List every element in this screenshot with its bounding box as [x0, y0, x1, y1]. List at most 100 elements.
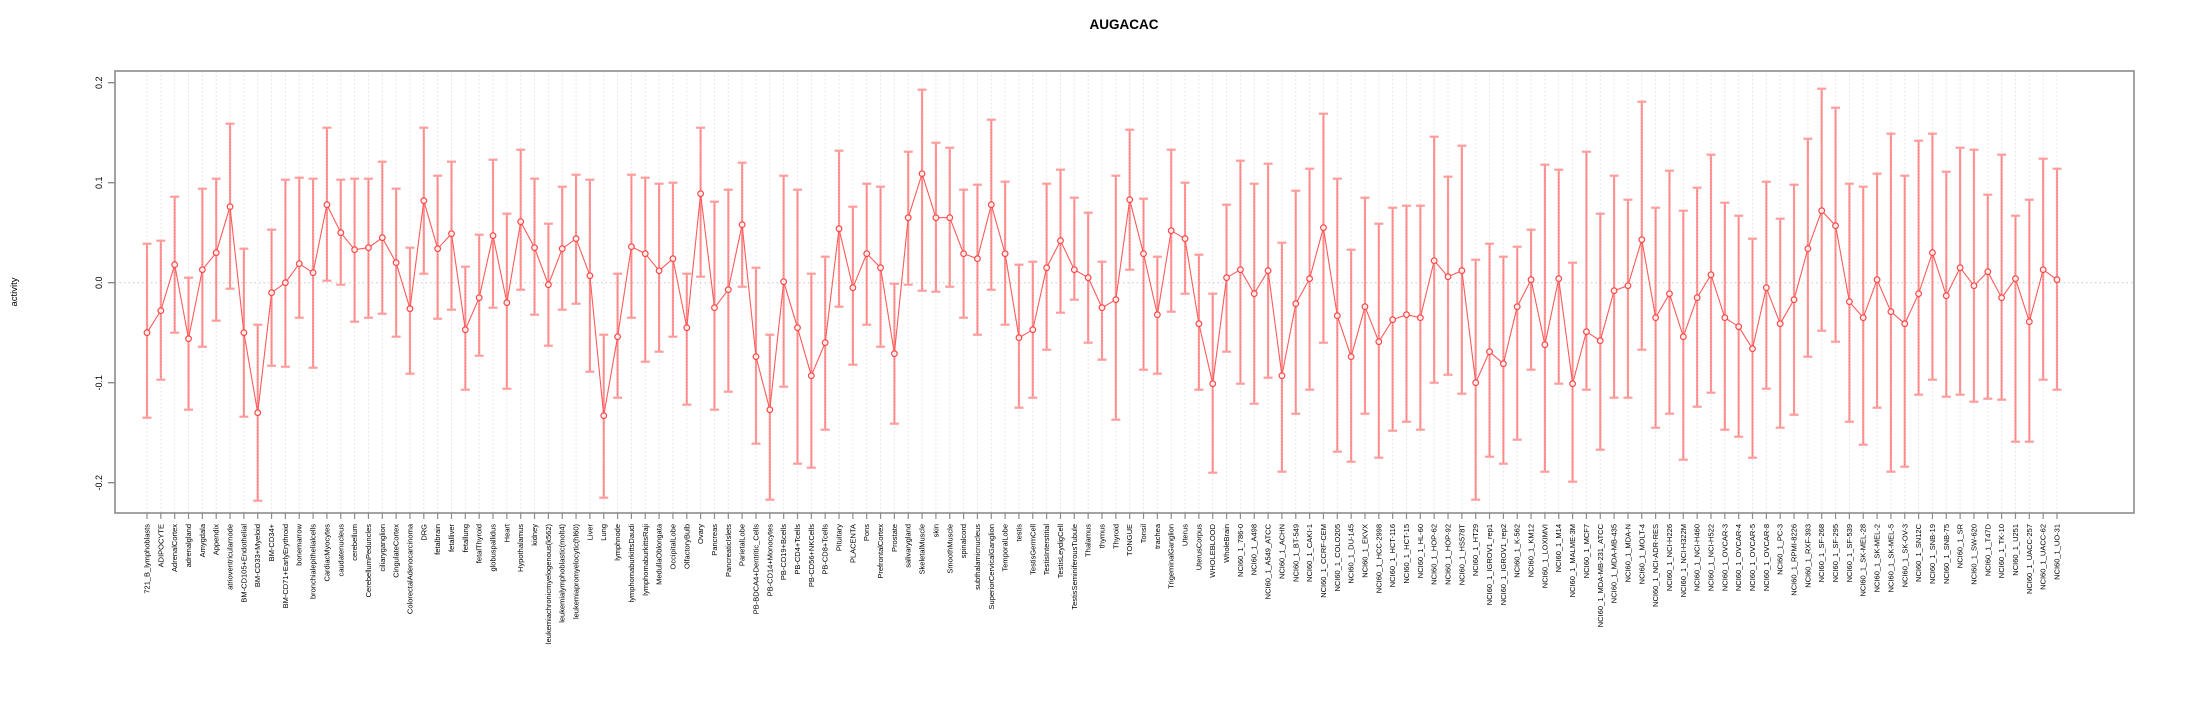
data-point	[1762, 284, 1770, 292]
error-bar-layer	[142, 87, 2062, 502]
x-tick-label: NCI60_1_RPMI-8226	[1790, 524, 1799, 596]
x-tick-label: PancreaticIslets	[724, 524, 733, 577]
data-point	[904, 214, 912, 222]
data-point	[392, 259, 400, 267]
x-tick-label: PLACENTA	[848, 524, 857, 563]
data-point	[1070, 266, 1078, 274]
x-tick-label: NCI60_1_MDA-N	[1623, 524, 1632, 582]
data-point	[378, 234, 386, 242]
data-point	[503, 299, 511, 307]
data-point	[1541, 341, 1549, 349]
y-tick-label: 0.2	[94, 76, 104, 89]
x-tick-label: TestisLeydigCell	[1056, 524, 1065, 579]
x-tick-label: Pons	[862, 524, 871, 541]
data-point	[323, 201, 331, 209]
x-tick-label: BM-CD105+Endothelial	[239, 524, 248, 603]
data-point	[420, 197, 428, 205]
data-point	[724, 286, 732, 294]
x-tick-label: NCI60_1_OVCAR-8	[1762, 524, 1771, 591]
x-tick-label: NCI60_1_COLO205	[1333, 524, 1342, 592]
x-tick-label: cerebellum	[350, 524, 359, 561]
x-tick-label: PB-CD19+Bcells	[779, 524, 788, 580]
x-tick-label: NCI60_1_HOP-92	[1444, 524, 1453, 585]
x-tick-label: NCI60_1_SK-MEL-5	[1886, 524, 1895, 592]
x-tick-label: TestisSeminiferousTubule	[1070, 524, 1079, 610]
x-tick-label: NCI60_1_NCI-H226	[1665, 524, 1674, 591]
data-point	[987, 201, 995, 209]
data-point	[1679, 333, 1687, 341]
data-point	[1693, 294, 1701, 302]
x-tick-label: NCI60_1_EKVX	[1360, 524, 1369, 578]
x-tick-label: BM-CD33+Myeloid	[253, 524, 262, 587]
data-point	[1749, 345, 1756, 353]
data-point	[1333, 312, 1341, 320]
x-tick-label: Pancreas	[710, 524, 719, 556]
data-point	[2025, 318, 2033, 326]
x-tick-label: NCI60_1_UO-31	[2053, 524, 2062, 580]
x-tick-label: NCI60_1_NCI-H460	[1693, 524, 1702, 591]
grid-layer	[115, 71, 2134, 513]
x-tick-label: NCI60_1_U251	[2011, 524, 2020, 576]
data-point	[1444, 273, 1452, 281]
data-point	[835, 225, 843, 233]
x-tick-label: NCI60_1_HCC-2998	[1374, 524, 1383, 593]
data-point	[1153, 311, 1161, 319]
x-tick-label: Appendix	[212, 524, 221, 556]
data-point	[946, 214, 954, 222]
x-tick-label: TrigeminalGanglion	[1167, 524, 1176, 589]
x-tick-label: Thyroid	[1111, 524, 1120, 549]
data-point	[448, 230, 455, 238]
data-point	[1306, 275, 1314, 283]
data-point	[1403, 311, 1410, 319]
x-tick-label: NCI60_1_IGROV1_rep1	[1485, 524, 1494, 605]
x-tick-label: NCI60_1_786-0	[1236, 524, 1245, 577]
x-tick-label: PB-CD56+NKCells	[807, 524, 816, 587]
x-tick-label: NCI60_1_HCT-116	[1388, 524, 1397, 587]
data-point	[1140, 250, 1147, 258]
x-tick-label: PB-CD14+Monocytes	[765, 524, 774, 597]
data-point	[1167, 227, 1175, 235]
x-tick-label: WHOLEBLOOD	[1208, 523, 1217, 577]
data-point	[1209, 380, 1217, 388]
x-tick-label: NCI60_1_K-562	[1513, 524, 1522, 578]
x-tick-label: thymus	[1098, 524, 1107, 548]
data-point	[1250, 290, 1258, 298]
data-point	[1569, 380, 1576, 388]
x-tick-label: leukemiachronicmyelogenous(k562)	[544, 523, 553, 644]
data-point	[198, 266, 206, 274]
data-point	[1984, 268, 1992, 276]
data-point	[1458, 267, 1466, 275]
x-tick-label: NCI60_1_DU-145	[1347, 524, 1356, 584]
data-point	[295, 260, 303, 268]
data-point	[711, 304, 718, 312]
x-tick-label: TemporalLobe	[1001, 524, 1010, 572]
data-point	[2053, 276, 2061, 284]
data-point	[1015, 334, 1023, 342]
data-point	[1195, 320, 1203, 328]
x-tick-label: OccipitalLobe	[668, 524, 677, 569]
y-tick-label: 0.1	[94, 176, 104, 189]
data-point	[171, 261, 179, 269]
x-tick-label: TestisGermCell	[1028, 524, 1037, 575]
x-tick-label: NCI60_1_MOLT-4	[1637, 524, 1646, 584]
data-point	[1416, 314, 1424, 322]
x-tick-label: Heart	[502, 523, 511, 542]
x-tick-label: NCI60_1_HOP-62	[1430, 524, 1439, 585]
x-tick-label: NCI60_1_OVCAR-4	[1734, 524, 1743, 591]
data-point	[1223, 274, 1230, 282]
x-tick-label: NCI60_1_MCF7	[1582, 524, 1591, 578]
data-point	[1721, 314, 1729, 322]
data-point	[1486, 348, 1493, 356]
data-point	[1859, 314, 1867, 322]
data-point	[1029, 326, 1037, 334]
x-tick-label: PB-CD4+Tcells	[793, 524, 802, 575]
x-tick-label: kidney	[530, 524, 539, 546]
data-point	[489, 232, 497, 240]
x-tick-label: fetallung	[461, 524, 470, 552]
data-point	[960, 250, 967, 258]
data-point	[752, 353, 760, 361]
data-point	[1790, 296, 1798, 304]
x-tick-label: NCI60_1_KM12	[1527, 524, 1536, 577]
